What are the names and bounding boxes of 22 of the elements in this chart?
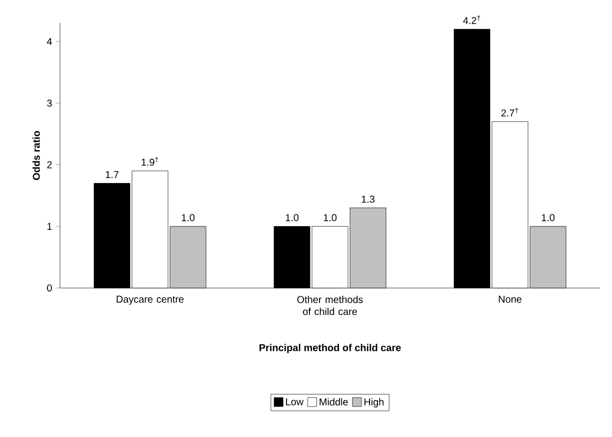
x-tick-label: None — [498, 296, 522, 303]
data-label: 1.9$^{†}$ — [142, 156, 158, 166]
x-tick-label: Daycare centre — [116, 296, 184, 305]
data-label: 2.7$^{†}$ — [501, 108, 518, 116]
data-label: 1.7 — [106, 171, 118, 178]
y-tick-label: 2 — [47, 161, 52, 168]
x-tick-label: Other methods of child care — [297, 296, 363, 316]
data-label: 4.2$^{†}$ — [463, 15, 480, 24]
legend-label: Middle — [320, 398, 348, 406]
legend-label: Low — [286, 398, 304, 406]
y-tick-label: 0 — [47, 284, 52, 292]
data-label: 1.0 — [286, 214, 299, 222]
legend-label: High — [364, 398, 384, 408]
y-tick-label: 3 — [47, 100, 52, 107]
y-axis-title: Odds ratio — [32, 130, 40, 180]
data-label: 1.3 — [362, 196, 374, 203]
x-axis-title: Principal method of child care — [260, 344, 401, 354]
y-tick-label: 4 — [46, 38, 52, 45]
data-label: 1.0 — [182, 214, 195, 222]
data-label: 1.0 — [542, 214, 555, 222]
y-tick-label: 1 — [47, 222, 52, 230]
data-label: 1.0 — [324, 214, 337, 222]
